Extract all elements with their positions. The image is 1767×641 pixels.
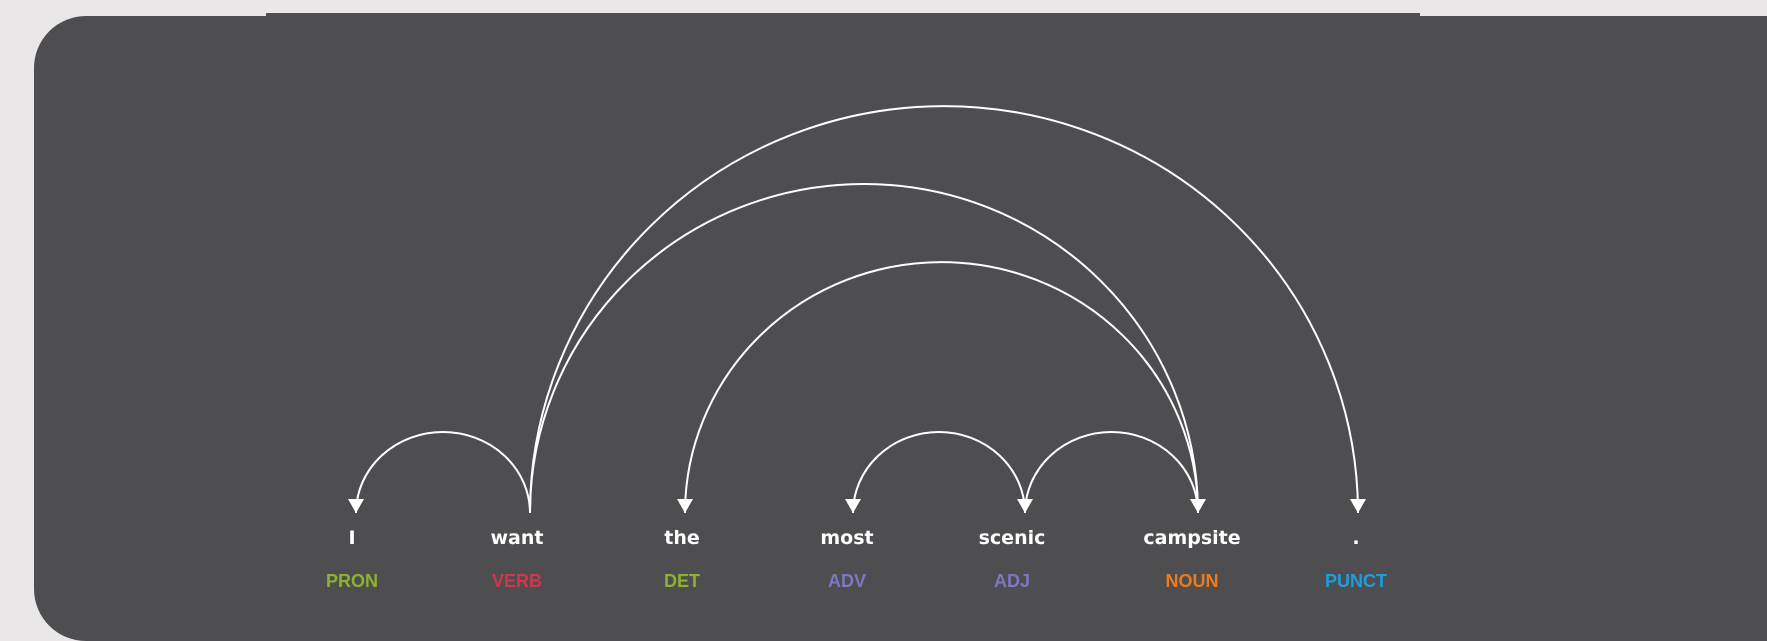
dependency-arc <box>529 105 1359 514</box>
dependency-arc <box>852 431 1026 514</box>
token-layer: I PRON want VERB the DET most ADV scenic ADJ camps… <box>326 527 1387 591</box>
arrowhead-icon <box>845 499 861 513</box>
token-word: . <box>1352 527 1359 549</box>
arrowhead-icon <box>677 499 693 513</box>
arrowhead-icon <box>348 499 364 513</box>
dependency-parse-panel <box>34 16 1767 641</box>
token-word: I <box>348 527 355 549</box>
arrowhead-icon <box>1017 499 1033 513</box>
token-word: campsite <box>1143 527 1240 549</box>
arrowhead-icon <box>1350 499 1366 513</box>
pos-tag: NOUN <box>1166 571 1219 591</box>
dependency-arc <box>529 183 1199 514</box>
token-word: scenic <box>979 527 1046 549</box>
panel-top-edge <box>266 13 1420 16</box>
token-word: the <box>664 527 700 549</box>
dependency-arc <box>1024 431 1199 514</box>
pos-tag: PUNCT <box>1325 571 1387 591</box>
pos-tag: ADJ <box>994 571 1030 591</box>
pos-tag: PRON <box>326 571 378 591</box>
arrowhead-icon <box>1190 499 1206 513</box>
pos-tag: VERB <box>492 571 542 591</box>
token-word: want <box>491 527 544 549</box>
arc-layer <box>348 105 1366 514</box>
pos-tag: DET <box>664 571 700 591</box>
dependency-arc <box>355 431 531 514</box>
dependency-arc <box>684 261 1199 514</box>
pos-tag: ADV <box>828 571 866 591</box>
token-word: most <box>820 527 873 549</box>
